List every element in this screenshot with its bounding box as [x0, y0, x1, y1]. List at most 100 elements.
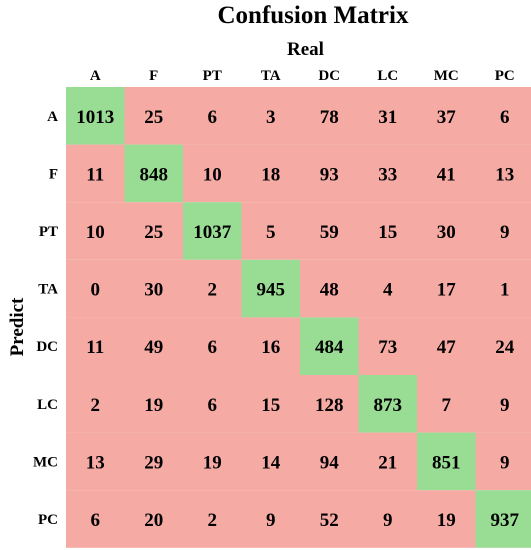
- y-tick-label: PC: [38, 512, 58, 528]
- cell-value-label: 9: [500, 452, 510, 473]
- cell-value-label: 1013: [76, 107, 114, 128]
- matrix-cell-2-7: [475, 202, 531, 260]
- cell-value-label: 21: [378, 452, 397, 473]
- cell-value-label: 10: [203, 164, 222, 185]
- cell-value-label: 25: [144, 107, 163, 128]
- cell-value-label: 13: [86, 452, 105, 473]
- matrix-cell-4-0: [66, 317, 125, 375]
- matrix-cell-5-5: [358, 375, 417, 433]
- x-tick-label: PT: [203, 68, 222, 84]
- cell-value-label: 93: [320, 164, 339, 185]
- cell-value-label: 5: [266, 222, 276, 243]
- matrix-cell-2-2: [183, 202, 242, 260]
- cell-value-label: 11: [86, 337, 104, 358]
- cell-value-label: 2: [91, 395, 101, 416]
- matrix-cell-6-2: [183, 432, 242, 491]
- cell-value-label: 16: [261, 337, 280, 358]
- cell-value-label: 52: [320, 510, 339, 531]
- matrix-cell-1-3: [241, 144, 300, 203]
- x-tick-label: PC: [495, 68, 515, 84]
- cell-value-label: 10: [86, 222, 105, 243]
- cell-value-label: 9: [500, 222, 510, 243]
- cell-value-label: 484: [315, 337, 344, 358]
- matrix-cell-3-7: [475, 259, 531, 318]
- cell-value-label: 17: [437, 280, 457, 301]
- cell-value-label: 19: [437, 510, 456, 531]
- matrix-cell-5-2: [183, 375, 242, 433]
- cell-value-label: 19: [144, 395, 163, 416]
- cell-value-label: 6: [208, 395, 218, 416]
- cell-value-label: 1: [500, 280, 510, 301]
- cell-value-label: 30: [144, 280, 163, 301]
- cell-value-label: 4: [383, 280, 393, 301]
- matrix-cell-7-5: [358, 490, 417, 548]
- matrix-cell-3-0: [66, 259, 125, 318]
- matrix-cell-3-5: [358, 259, 417, 318]
- cell-value-label: 848: [140, 164, 169, 185]
- x-axis-label: Real: [287, 39, 324, 60]
- cell-value-label: 18: [261, 164, 280, 185]
- matrix-cell-4-2: [183, 317, 242, 375]
- x-tick-label: TA: [261, 68, 281, 84]
- cell-value-label: 6: [500, 107, 510, 128]
- cell-value-label: 6: [208, 337, 218, 358]
- matrix-cell-7-1: [124, 490, 183, 548]
- cell-value-label: 37: [437, 107, 457, 128]
- cell-value-label: 33: [378, 164, 397, 185]
- matrix-cell-5-1: [124, 375, 183, 433]
- cell-value-label: 7: [442, 395, 452, 416]
- cell-value-label: 3: [266, 107, 276, 128]
- cell-value-label: 78: [320, 107, 339, 128]
- matrix-cell-1-4: [300, 144, 359, 203]
- matrix-cell-7-7: [475, 490, 531, 548]
- matrix-cell-7-0: [66, 490, 125, 548]
- matrix-cell-0-3: [241, 87, 300, 145]
- matrix-cell-5-7: [475, 375, 531, 433]
- matrix-cell-2-6: [417, 202, 476, 260]
- matrix-cell-3-1: [124, 259, 183, 318]
- cell-value-label: 11: [86, 164, 104, 185]
- matrix-cell-6-7: [475, 432, 531, 491]
- matrix-cell-2-0: [66, 202, 125, 260]
- matrix-cell-0-4: [300, 87, 359, 145]
- x-tick-label: DC: [318, 68, 340, 84]
- matrix-cell-1-5: [358, 144, 417, 203]
- x-tick-label: F: [149, 68, 158, 84]
- cell-value-label: 49: [144, 337, 163, 358]
- matrix-cell-3-3: [241, 259, 300, 318]
- x-tick-label: MC: [434, 68, 459, 84]
- matrix-cell-4-6: [417, 317, 476, 375]
- cell-value-label: 9: [500, 395, 510, 416]
- matrix-cell-1-1: [124, 144, 183, 203]
- matrix-cell-2-4: [300, 202, 359, 260]
- cell-value-label: 2: [208, 510, 218, 531]
- cell-value-label: 94: [320, 452, 340, 473]
- matrix-cell-1-2: [183, 144, 242, 203]
- cell-value-label: 20: [144, 510, 163, 531]
- cell-value-label: 19: [203, 452, 222, 473]
- matrix-cell-1-6: [417, 144, 476, 203]
- x-tick-label: A: [90, 68, 101, 84]
- matrix-cell-5-3: [241, 375, 300, 433]
- y-tick-label: TA: [38, 282, 58, 298]
- cell-value-label: 851: [432, 452, 461, 473]
- matrix-cell-2-1: [124, 202, 183, 260]
- cell-value-label: 14: [261, 452, 281, 473]
- matrix-cell-0-7: [475, 87, 531, 145]
- cell-value-label: 937: [491, 510, 520, 531]
- cell-value-label: 24: [495, 337, 515, 358]
- matrix-cell-6-4: [300, 432, 359, 491]
- matrix-cell-4-1: [124, 317, 183, 375]
- matrix-cell-2-5: [358, 202, 417, 260]
- cell-value-label: 25: [144, 222, 163, 243]
- matrix-cell-7-6: [417, 490, 476, 548]
- chart-title: Confusion Matrix: [217, 2, 409, 29]
- matrix-cell-5-6: [417, 375, 476, 433]
- cell-value-label: 47: [437, 337, 457, 358]
- cell-value-label: 15: [261, 395, 280, 416]
- matrix-cell-6-6: [417, 432, 476, 491]
- cell-value-label: 31: [378, 107, 397, 128]
- cell-value-label: 6: [208, 107, 218, 128]
- matrix-cell-5-4: [300, 375, 359, 433]
- matrix-cell-4-4: [300, 317, 359, 375]
